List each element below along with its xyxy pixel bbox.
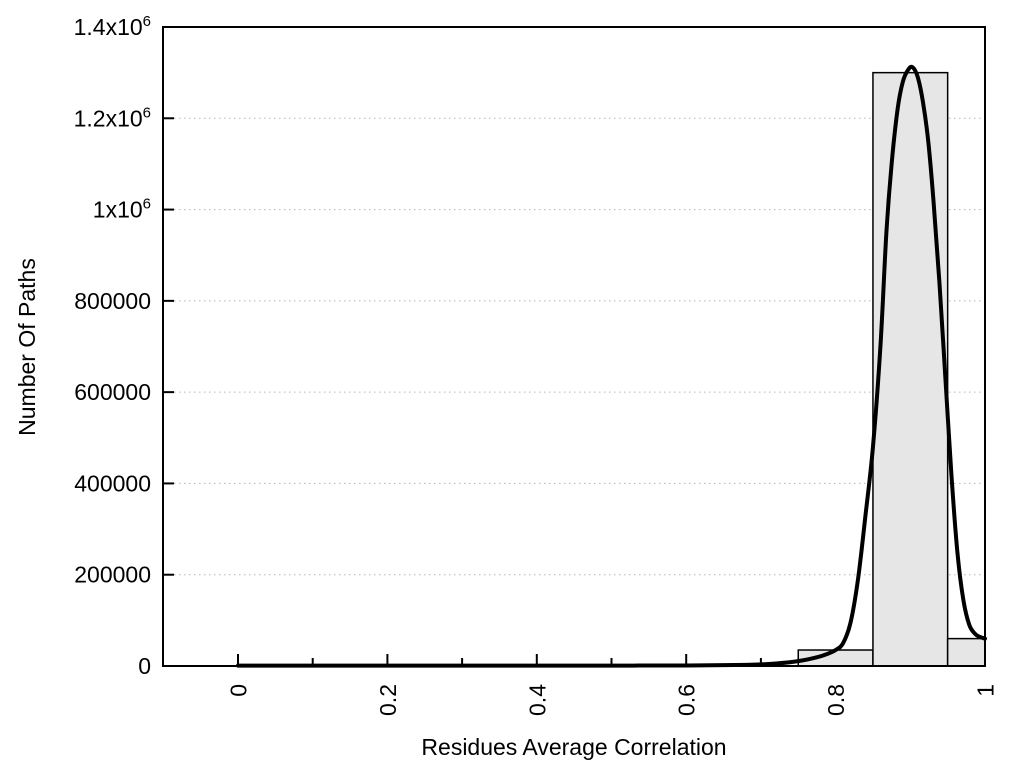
y-tick-label: 1.2x106	[74, 104, 151, 131]
histogram-bar	[946, 637, 986, 667]
x-tick-label: 1	[973, 684, 999, 697]
y-tick-label: 600000	[74, 379, 151, 405]
x-tick-label: 0.8	[823, 684, 849, 716]
x-tick-label: 0.2	[375, 684, 401, 716]
y-tick-label: 400000	[74, 470, 151, 496]
x-axis-title: Residues Average Correlation	[421, 734, 727, 760]
x-tick-label: 0	[226, 684, 252, 697]
y-tick-label: 1.4x106	[74, 13, 151, 40]
plot-frame	[162, 26, 986, 667]
histogram-bar	[872, 71, 949, 667]
y-axis-title: Number Of Paths	[14, 258, 40, 436]
x-tick-label: 0.6	[674, 684, 700, 716]
y-tick-label: 800000	[74, 288, 151, 314]
y-tick-label: 0	[138, 653, 151, 679]
y-tick-label: 1x106	[93, 196, 151, 223]
y-tick-label: 200000	[74, 562, 151, 588]
x-tick-label: 0.4	[524, 684, 550, 716]
